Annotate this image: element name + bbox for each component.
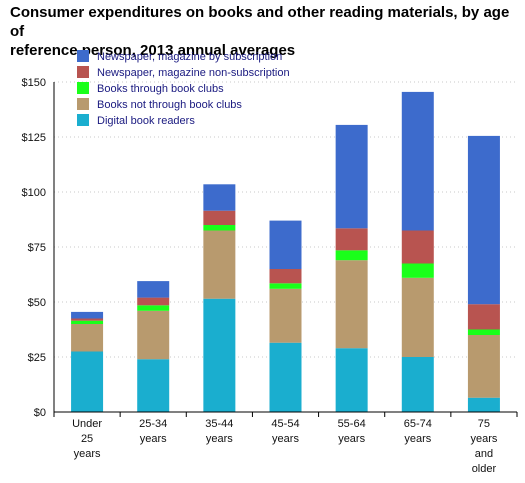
bar-segment (467, 329, 500, 335)
bar-segment (137, 281, 170, 298)
legend-label: Newspaper, magazine by subscription (97, 51, 282, 63)
legend: Newspaper, magazine by subscription Newsp… (77, 50, 290, 127)
y-tick-label: $75 (28, 242, 46, 254)
legend-swatch (77, 50, 89, 62)
bar-segment (203, 230, 236, 299)
bar-segment (203, 184, 236, 211)
y-tick-label: $0 (34, 407, 46, 419)
x-tick-label: 75 (478, 418, 490, 430)
bar-segment (467, 335, 500, 398)
legend-label: Books not through book clubs (97, 99, 242, 111)
bar-segment (137, 359, 170, 412)
x-tick-label: older (472, 463, 497, 475)
bar-segment (71, 324, 104, 352)
legend-label: Digital book readers (97, 115, 195, 127)
bar-segment (203, 225, 236, 231)
x-tick-label: 65-74 (404, 418, 432, 430)
legend-label: Newspaper, magazine non-subscription (97, 67, 290, 79)
y-tick-label: $50 (28, 297, 46, 309)
legend-swatch (77, 98, 89, 110)
x-tick-label: 55-64 (338, 418, 366, 430)
bar-segment (269, 283, 302, 289)
bar-segment (71, 351, 104, 412)
legend-swatch (77, 82, 89, 94)
legend-label: Books through book clubs (97, 83, 224, 95)
bar-segment (71, 311, 104, 319)
bar-segment (467, 304, 500, 330)
x-tick-label: years (206, 433, 233, 445)
x-tick-label: years (74, 448, 101, 460)
bar-segment (269, 288, 302, 343)
legend-swatch (77, 114, 89, 126)
bar-segment (269, 269, 302, 284)
y-tick-label: $25 (28, 352, 46, 364)
bar-segment (335, 260, 368, 349)
bar-segment (401, 357, 434, 412)
bar-segment (137, 310, 170, 360)
x-tick-label: 25-34 (139, 418, 167, 430)
bar-segment (71, 318, 104, 321)
x-tick-label: 35-44 (205, 418, 233, 430)
bar-segment (335, 124, 368, 229)
bar-segment (335, 250, 368, 261)
bar-segment (401, 91, 434, 231)
x-tick-label: 45-54 (271, 418, 299, 430)
bar-segment (401, 230, 434, 264)
bar-segment (71, 320, 104, 324)
bar-segment (467, 135, 500, 305)
y-tick-label: $125 (22, 132, 46, 144)
x-tick-label: and (475, 448, 493, 460)
x-tick-label: years (338, 433, 365, 445)
y-tick-label: $100 (22, 187, 46, 199)
bar-segment (269, 342, 302, 412)
bars (71, 91, 500, 412)
x-tick-label: years (140, 433, 167, 445)
x-tick-label: years (470, 433, 497, 445)
bar-segment (335, 348, 368, 412)
x-tick-label: years (272, 433, 299, 445)
y-tick-label: $150 (22, 77, 46, 89)
x-tick-label: years (404, 433, 431, 445)
bar-segment (401, 263, 434, 278)
bar-segment (401, 277, 434, 357)
legend-swatch (77, 66, 89, 78)
axes: $0 $25 $50 $75 $100 $125 $150 Under 25 years 25-34… (22, 77, 518, 475)
bar-segment (137, 297, 170, 306)
bar-segment (137, 305, 170, 311)
x-tick-label: 25 (81, 433, 93, 445)
bar-segment (269, 220, 302, 269)
bar-segment (335, 228, 368, 251)
bar-segment (203, 210, 236, 225)
bar-segment (203, 298, 236, 412)
bar-segment (467, 397, 500, 412)
x-tick-label: Under (72, 418, 102, 430)
chart-title-line-1: Consumer expenditures on books and other… (10, 4, 510, 40)
